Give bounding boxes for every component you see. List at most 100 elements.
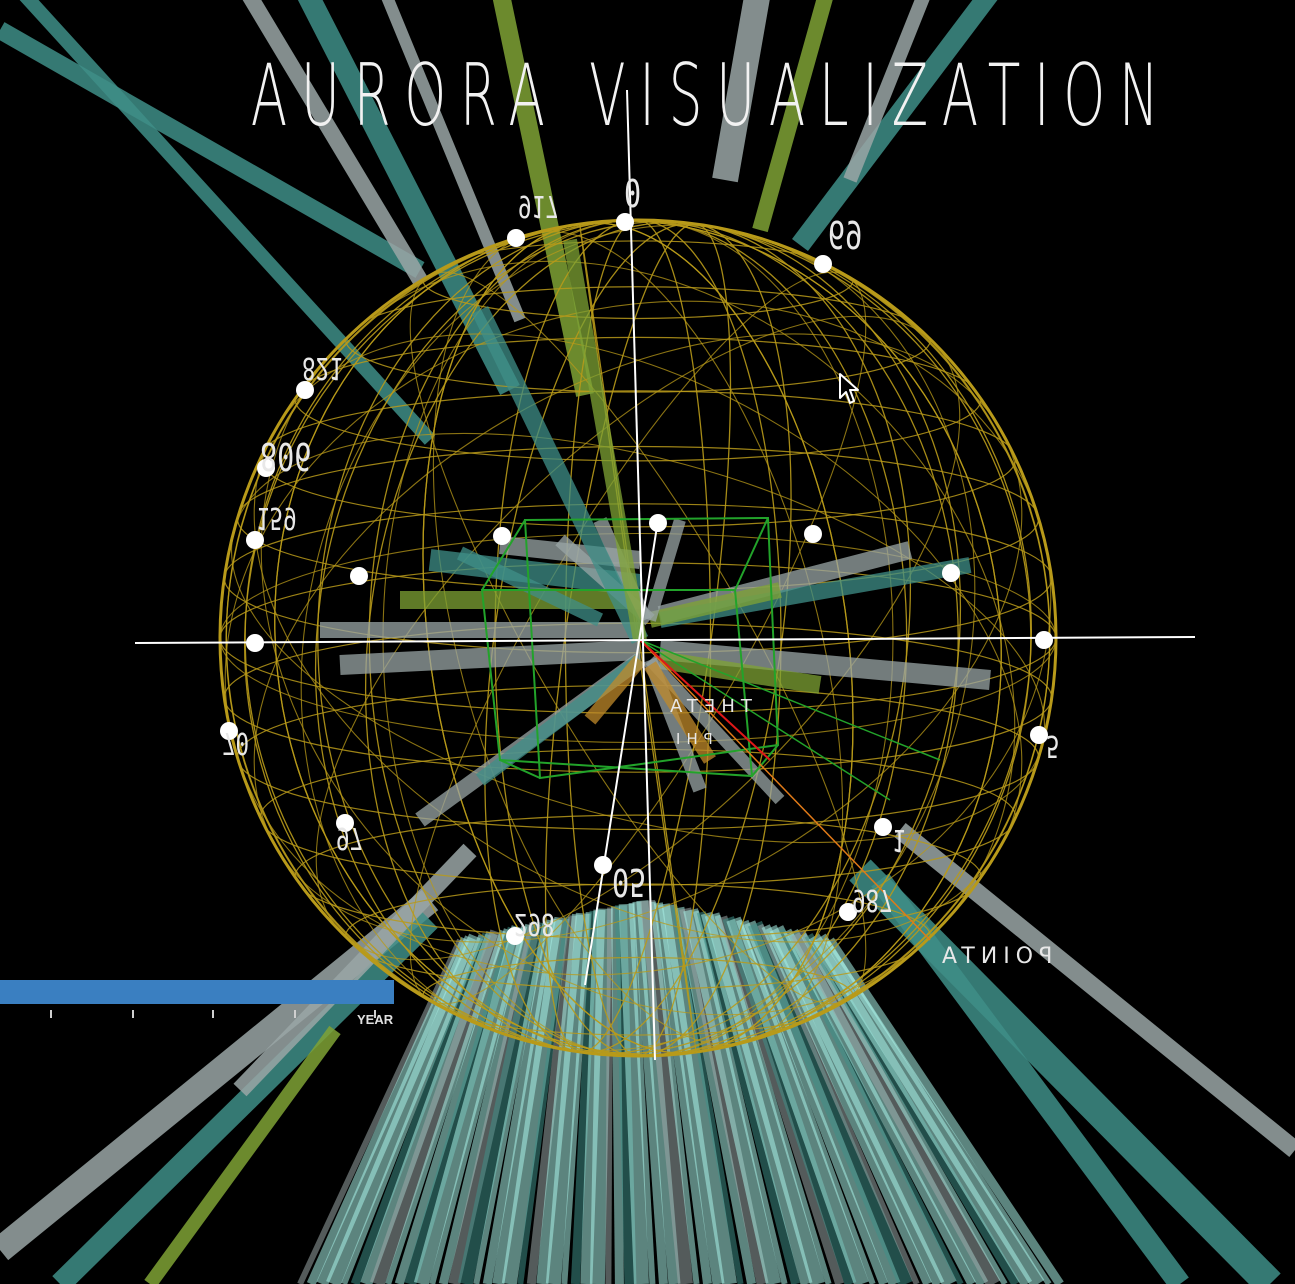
aurora-fan-ray bbox=[370, 929, 505, 1284]
data-point[interactable] bbox=[594, 856, 612, 874]
label-upper-left: 917 bbox=[518, 188, 559, 223]
label-left-bottom: 70 bbox=[222, 725, 250, 760]
aurora-ray bbox=[658, 651, 822, 694]
data-point[interactable] bbox=[246, 634, 264, 652]
aurora-ray bbox=[492, 0, 594, 397]
vector-line bbox=[639, 639, 891, 801]
box-edge bbox=[734, 517, 769, 591]
aurora-fan-ray bbox=[561, 911, 592, 1284]
label-top: 0 bbox=[624, 170, 642, 214]
data-point[interactable] bbox=[246, 531, 264, 549]
label-lower-left: 97 bbox=[336, 820, 364, 855]
aurora-ray bbox=[233, 843, 477, 1097]
aurora-fan-ray bbox=[632, 901, 668, 1284]
aurora-fan-ray bbox=[429, 925, 528, 1284]
data-point[interactable] bbox=[1030, 726, 1048, 744]
aurora-ray bbox=[242, 0, 427, 285]
label-bottom: 05 bbox=[612, 860, 647, 904]
theta-axis-label: THETA bbox=[664, 696, 752, 717]
aurora-ray bbox=[456, 546, 604, 627]
data-point[interactable] bbox=[839, 903, 857, 921]
box-edge bbox=[751, 744, 779, 777]
data-point[interactable] bbox=[506, 927, 524, 945]
aurora-fan-ray bbox=[650, 901, 700, 1284]
data-points bbox=[220, 213, 1053, 945]
label-left-mid: 806 bbox=[260, 434, 312, 478]
aurora-fan-ray bbox=[748, 920, 913, 1284]
timeline-tick bbox=[212, 1010, 214, 1018]
timeline-tick bbox=[294, 1010, 296, 1018]
aurora-fan-ray bbox=[413, 925, 527, 1284]
aurora-ray bbox=[843, 0, 930, 183]
data-point[interactable] bbox=[350, 567, 368, 585]
aurora-fan-ray bbox=[618, 903, 649, 1284]
aurora-fan-ray bbox=[791, 929, 1001, 1284]
aurora-ray bbox=[648, 582, 782, 628]
aurora-ray bbox=[871, 873, 1189, 1284]
aurora-fan-ray bbox=[628, 902, 656, 1284]
aurora-fan-ray bbox=[640, 899, 693, 1284]
data-point[interactable] bbox=[257, 459, 275, 477]
aurora-fan-ray bbox=[297, 938, 463, 1284]
aurora-fan-ray bbox=[726, 916, 869, 1284]
data-point[interactable] bbox=[616, 213, 634, 231]
y-axis bbox=[626, 89, 656, 1061]
aurora-ray bbox=[144, 1025, 341, 1284]
mouse-pointer-icon bbox=[839, 373, 859, 404]
label-bottom-left: 298 bbox=[514, 906, 555, 941]
data-point[interactable] bbox=[1035, 631, 1053, 649]
aurora-ray bbox=[752, 0, 833, 233]
label-lower-right: 1 bbox=[892, 822, 906, 857]
aurora-ray bbox=[894, 823, 1295, 1157]
timeline-tick bbox=[50, 1010, 52, 1018]
aurora-ray bbox=[471, 306, 649, 644]
page-title: AURORA VISUALIZATION bbox=[250, 46, 1173, 146]
green-wireframe-box bbox=[480, 516, 941, 941]
aurora-fan-ray bbox=[693, 910, 788, 1284]
data-point[interactable] bbox=[942, 564, 960, 582]
aurora-ray bbox=[19, 0, 436, 445]
data-point[interactable] bbox=[814, 255, 832, 273]
aurora-ray bbox=[792, 0, 998, 252]
x-axis bbox=[134, 636, 1196, 644]
data-point[interactable] bbox=[507, 229, 525, 247]
data-point[interactable] bbox=[649, 514, 667, 532]
aurora-ray bbox=[584, 655, 646, 725]
data-point[interactable] bbox=[874, 818, 892, 836]
aurora-fan-ray bbox=[482, 919, 556, 1284]
aurora-fan-ray bbox=[826, 937, 1064, 1284]
box-edge bbox=[499, 759, 541, 779]
box-edge bbox=[481, 519, 526, 591]
data-point[interactable] bbox=[804, 525, 822, 543]
aurora-fan-ray bbox=[570, 910, 599, 1284]
coordinate-axes bbox=[134, 89, 1196, 1061]
aurora-ray bbox=[644, 661, 716, 764]
data-point[interactable] bbox=[493, 527, 511, 545]
data-point[interactable] bbox=[296, 381, 314, 399]
timeline-year-label: YEAR bbox=[357, 1012, 394, 1027]
timeline-ticks bbox=[0, 1006, 400, 1036]
label-bottom-right: 987 bbox=[852, 882, 893, 917]
data-point[interactable] bbox=[220, 722, 238, 740]
aurora-fan-ray bbox=[769, 925, 957, 1284]
aurora-fan-ray bbox=[661, 904, 737, 1284]
vector-line bbox=[639, 639, 771, 761]
data-point[interactable] bbox=[336, 814, 354, 832]
aurora-ray bbox=[712, 0, 770, 183]
label-right-lower: 5 bbox=[1046, 728, 1060, 763]
point-axis-label: POINTA bbox=[936, 944, 1053, 969]
aurora-fan-ray bbox=[653, 902, 712, 1284]
z-axis bbox=[584, 519, 659, 986]
aurora-ray bbox=[645, 655, 785, 805]
aurora-fan-ray bbox=[341, 934, 485, 1284]
aurora-fan-ray bbox=[714, 914, 832, 1284]
aurora-fan-ray bbox=[457, 921, 548, 1284]
year-timeline-bar[interactable] bbox=[0, 980, 394, 1004]
aurora-ray bbox=[644, 518, 686, 622]
label-upper-right: 69 bbox=[828, 212, 863, 256]
aurora-fan-ray bbox=[526, 915, 578, 1284]
aurora-fan-ray bbox=[605, 907, 614, 1284]
